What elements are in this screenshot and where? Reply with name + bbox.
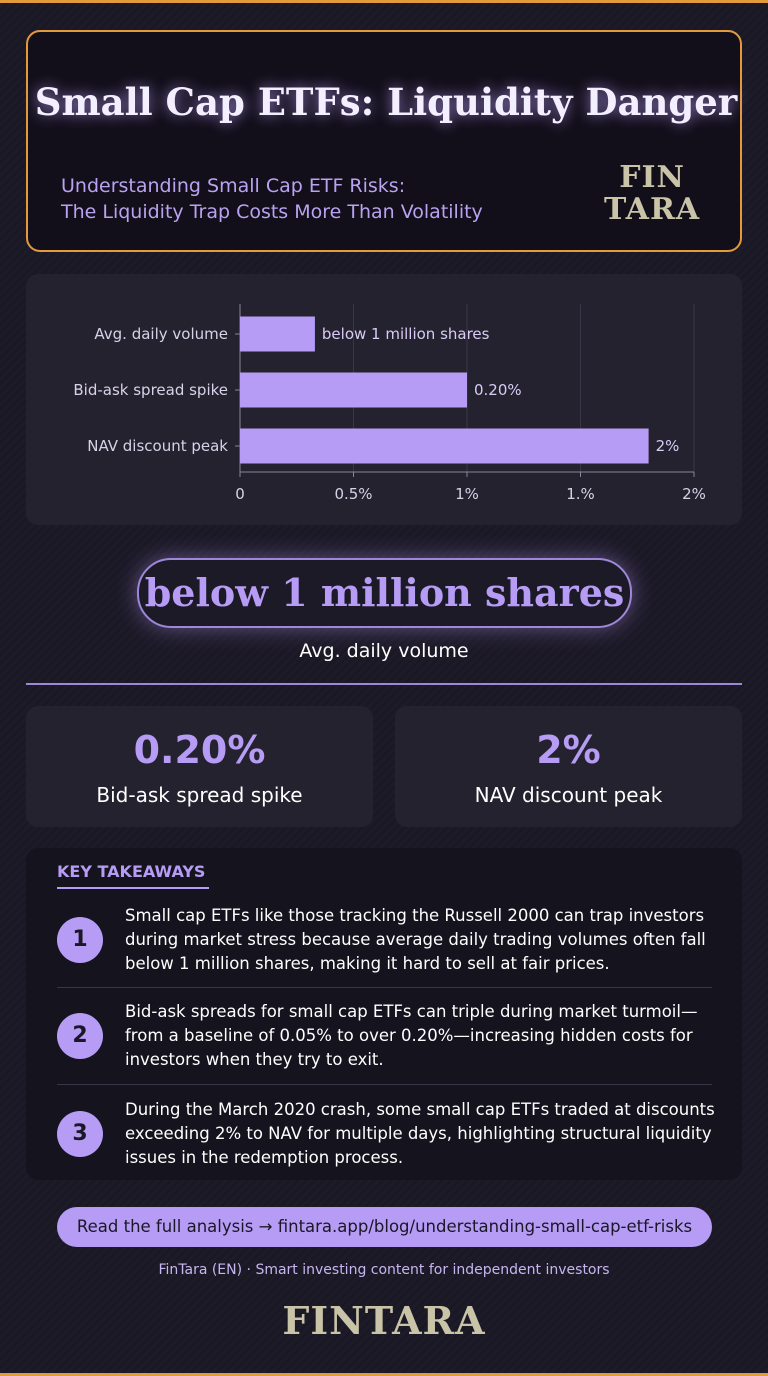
bottom-edge [0, 1373, 768, 1376]
bar-annotation: 2% [656, 437, 680, 455]
item-text: Bid-ask spreads for small cap ETFs can t… [125, 1002, 698, 1069]
stat-value: 2% [536, 728, 601, 772]
chart-card: 0 0.5% 1% 1.% 2% Avg. daily volume below 1 mil… [26, 274, 742, 525]
stat-label: Bid-ask spread spike [96, 783, 303, 807]
logo-line: TARA [604, 192, 701, 227]
x-tick-label: 0.5% [334, 485, 372, 503]
stat-card: 2% NAV discount peak [395, 706, 742, 827]
x-tick-label: 0 [235, 485, 245, 503]
bar [240, 372, 467, 408]
header: Small Cap ETFs: Liquidity Danger Underst… [26, 30, 742, 252]
divider [26, 683, 742, 685]
logo-line: FIN [619, 160, 685, 195]
stat-label: NAV discount peak [474, 783, 663, 807]
item-number: 1 [57, 917, 103, 963]
bar [240, 316, 315, 352]
takeaways-title: KEY TAKEAWAYS [57, 862, 206, 881]
bar-annotation: 0.20% [474, 381, 522, 399]
item-number: 3 [57, 1111, 103, 1157]
footer-logo: FINTARA [282, 1298, 486, 1343]
x-tick-label: 2% [682, 485, 706, 503]
item-number: 2 [57, 1013, 103, 1059]
item-text: Small cap ETFs like those tracking the R… [125, 906, 706, 973]
highlight-value: below 1 million shares [137, 558, 632, 628]
subtitle: Understanding Small Cap ETF Risks: The L… [61, 173, 483, 225]
stat-value: 0.20% [133, 728, 266, 772]
y-tick-label: Avg. daily volume [94, 325, 228, 343]
y-tick-label: Bid-ask spread spike [73, 381, 228, 399]
x-tick-label: 1.% [566, 485, 595, 503]
subtitle-line: The Liquidity Trap Costs More Than Volat… [61, 201, 483, 223]
takeaways-underline [57, 887, 209, 889]
bar [240, 428, 649, 464]
item-separator [57, 1084, 712, 1085]
logo: FIN TARA [604, 162, 700, 226]
x-tick-label: 1% [455, 485, 479, 503]
highlight-label: Avg. daily volume [299, 640, 469, 662]
y-tick-label: NAV discount peak [87, 437, 228, 455]
item-text: During the March 2020 crash, some small … [125, 1100, 715, 1167]
footer-tagline: FinTara (EN) · Smart investing content f… [158, 1262, 610, 1278]
chart: 0 0.5% 1% 1.% 2% Avg. daily volume below 1 mil… [73, 304, 706, 503]
title: Small Cap ETFs: Liquidity Danger [34, 80, 738, 124]
item-separator [57, 987, 712, 988]
cta-link[interactable]: Read the full analysis → fintara.app/blo… [57, 1207, 712, 1247]
stat-card: 0.20% Bid-ask spread spike [26, 706, 373, 827]
bar-annotation: below 1 million shares [322, 325, 490, 343]
top-edge [0, 0, 768, 3]
subtitle-line: Understanding Small Cap ETF Risks: [61, 175, 406, 197]
takeaways-card [26, 848, 742, 1180]
